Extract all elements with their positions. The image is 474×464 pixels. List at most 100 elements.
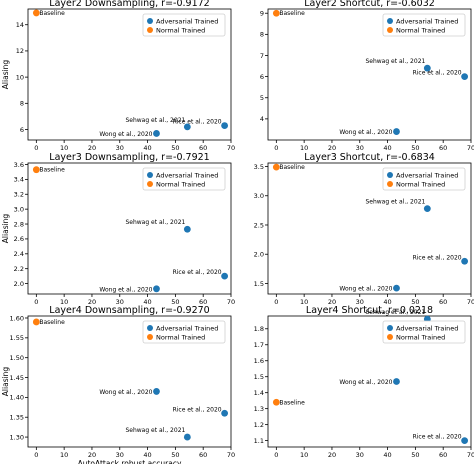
- point-annotation: Wong et al., 2020: [99, 286, 152, 293]
- legend-box: [382, 13, 466, 37]
- point-annotation: Rice et al., 2020: [413, 70, 462, 77]
- y-tick-label: 1.3: [254, 405, 264, 413]
- plot-frame: [27, 162, 232, 295]
- x-tick-label: 60: [199, 298, 207, 306]
- y-axis-label: Aliasing: [1, 367, 10, 397]
- x-tick-label: 10: [60, 144, 68, 152]
- y-tick-label: 1.5: [254, 280, 264, 288]
- legend-marker: [387, 18, 393, 24]
- point-annotation: Baseline: [39, 319, 65, 326]
- point-annotation: Rice et al., 2020: [173, 406, 222, 413]
- y-tick-label: 2.8: [14, 220, 24, 228]
- y-tick-label: 2.4: [14, 250, 24, 258]
- legend-marker: [387, 181, 393, 187]
- x-tick-label: 10: [60, 451, 68, 459]
- x-tick-label: 20: [328, 298, 336, 306]
- data-point: [153, 130, 160, 137]
- x-tick-label: 50: [411, 451, 419, 459]
- legend-entry: Normal Trained: [396, 333, 445, 341]
- x-tick-label: 0: [274, 144, 278, 152]
- y-tick-label: 3.0: [254, 192, 264, 200]
- y-tick-label: 12: [16, 47, 24, 55]
- legend-box: [142, 320, 226, 344]
- chart-title: Layer2 Downsampling, r=-0.9172: [49, 0, 209, 9]
- legend-entry: Adversarial Trained: [396, 171, 458, 179]
- data-point: [393, 128, 400, 135]
- y-tick-label: 1.50: [10, 354, 24, 362]
- legend-box: [382, 320, 466, 344]
- y-tick-label: 1.4: [254, 389, 264, 397]
- x-tick-label: 40: [383, 144, 391, 152]
- chart-panel-6: Layer4 Shortcut, r=0.0218 0 10 20 30 40 50 60 70…: [254, 305, 474, 459]
- x-tick-label: 30: [356, 298, 364, 306]
- legend-marker: [387, 172, 393, 178]
- point-annotation: Wong et al., 2020: [339, 379, 392, 386]
- point-annotation: Sehwag et al., 2021: [125, 427, 185, 434]
- x-tick-label: 30: [356, 451, 364, 459]
- x-tick-label: 60: [199, 451, 207, 459]
- x-tick-label: 40: [143, 144, 151, 152]
- x-tick-label: 10: [300, 451, 308, 459]
- chart-panel-1: Layer2 Downsampling, r=-0.9172 0 10 20 30 40 5…: [1, 0, 235, 152]
- x-tick-label: 0: [274, 298, 278, 306]
- data-point: [183, 433, 191, 441]
- x-tick-label: 10: [60, 298, 68, 306]
- x-tick-label: 30: [116, 451, 124, 459]
- x-tick-label: 50: [171, 144, 179, 152]
- legend-entry: Normal Trained: [396, 180, 445, 188]
- chart-title: Layer2 Shortcut, r=-0.6032: [304, 0, 435, 9]
- point-annotation: Rice et al., 2020: [173, 119, 222, 126]
- chart-panel-2: Layer2 Shortcut, r=-0.6032 0 10 20 30 40 50 60 7…: [260, 0, 474, 152]
- x-tick-label: 50: [171, 298, 179, 306]
- y-tick-label: 1.35: [10, 414, 24, 422]
- legend-entry: Normal Trained: [156, 26, 205, 34]
- x-tick-label: 0: [34, 144, 38, 152]
- legend-marker: [147, 181, 153, 187]
- y-tick-label: 2.5: [254, 221, 264, 229]
- y-tick-label: 6: [20, 126, 24, 134]
- x-tick-label: 20: [328, 451, 336, 459]
- x-tick-label: 50: [411, 144, 419, 152]
- y-tick-label: 5: [260, 94, 264, 102]
- y-tick-label: 14: [16, 21, 24, 29]
- y-tick-label: 1.55: [10, 334, 24, 342]
- y-tick-label: 3.4: [14, 176, 24, 184]
- data-point: [393, 284, 400, 292]
- legend-box: [142, 13, 226, 37]
- x-tick-label: 70: [227, 298, 235, 306]
- x-tick-label: 0: [274, 451, 278, 459]
- y-tick-label: 1.8: [254, 325, 264, 333]
- x-tick-label: 20: [88, 144, 96, 152]
- legend-entry: Adversarial Trained: [396, 17, 458, 25]
- x-tick-label: 70: [227, 451, 235, 459]
- chart-panel-3: Layer3 Downsampling, r=-0.7921 0 10 20 30 40 5…: [1, 152, 235, 306]
- y-axis-label: Aliasing: [1, 214, 10, 244]
- y-tick-label: 1.30: [10, 433, 24, 441]
- x-tick-label: 70: [227, 144, 235, 152]
- legend-marker: [147, 27, 153, 33]
- x-tick-label: 30: [116, 298, 124, 306]
- x-tick-label: 50: [411, 298, 419, 306]
- y-axis-label: Aliasing: [1, 60, 10, 90]
- point-annotation: Wong et al., 2020: [339, 286, 392, 293]
- x-tick-label: 10: [300, 298, 308, 306]
- data-point: [221, 409, 229, 417]
- data-point: [221, 122, 229, 129]
- data-point: [393, 378, 400, 385]
- y-tick-label: 2.6: [14, 235, 24, 243]
- x-tick-label: 0: [34, 451, 38, 459]
- plot-frame: [27, 315, 232, 448]
- point-annotation: Baseline: [39, 167, 65, 174]
- point-annotation: Baseline: [39, 10, 65, 17]
- y-tick-label: 3.2: [14, 191, 24, 199]
- y-tick-label: 9: [260, 10, 264, 18]
- y-tick-label: 3.0: [14, 205, 24, 213]
- data-point: [183, 225, 191, 233]
- y-tick-label: 2.0: [254, 251, 264, 259]
- y-tick-label: 1.6: [254, 357, 264, 365]
- x-tick-label: 40: [383, 451, 391, 459]
- legend-marker: [387, 27, 393, 33]
